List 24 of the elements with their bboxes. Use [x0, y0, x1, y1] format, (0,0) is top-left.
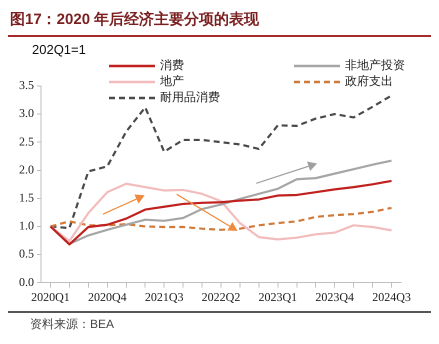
x-tick-label: 2020Q4 — [88, 290, 127, 304]
line-series — [49, 206, 393, 231]
legend-label: 消费 — [160, 57, 184, 74]
x-tick-label: 2021Q3 — [144, 290, 184, 304]
x-tick-label: 2023Q1 — [258, 290, 298, 304]
chart-title: 图17：2020 年后经济主要分项的表现 — [9, 10, 260, 30]
y-tick-label: 2.5 — [19, 134, 34, 148]
text: 资料来源：BEA — [30, 316, 114, 333]
x-tick-label: 2020Q1 — [31, 290, 70, 304]
legend-label: 政府支出 — [345, 73, 393, 90]
x-tick-label: 2022Q2 — [202, 290, 240, 304]
legend-label: 耐用品消费 — [160, 89, 220, 106]
x-tick-label: 2023Q4 — [315, 290, 354, 304]
x-tick-label: 2024Q3 — [372, 290, 411, 304]
y-tick-label: 2.0 — [19, 162, 34, 176]
y-tick-label: 3.0 — [19, 106, 34, 120]
y-tick-label: 1.0 — [19, 218, 34, 233]
legend-label: 地产 — [160, 73, 184, 90]
y-tick-label: 0.0 — [19, 274, 34, 289]
legend-label: 非地产投资 — [345, 57, 405, 74]
y-axis-title: 202Q1=1 — [32, 42, 86, 57]
y-tick-label: 1.5 — [19, 190, 34, 204]
y-tick-label: 0.5 — [19, 246, 34, 261]
y-tick-label: 3.5 — [19, 78, 34, 92]
